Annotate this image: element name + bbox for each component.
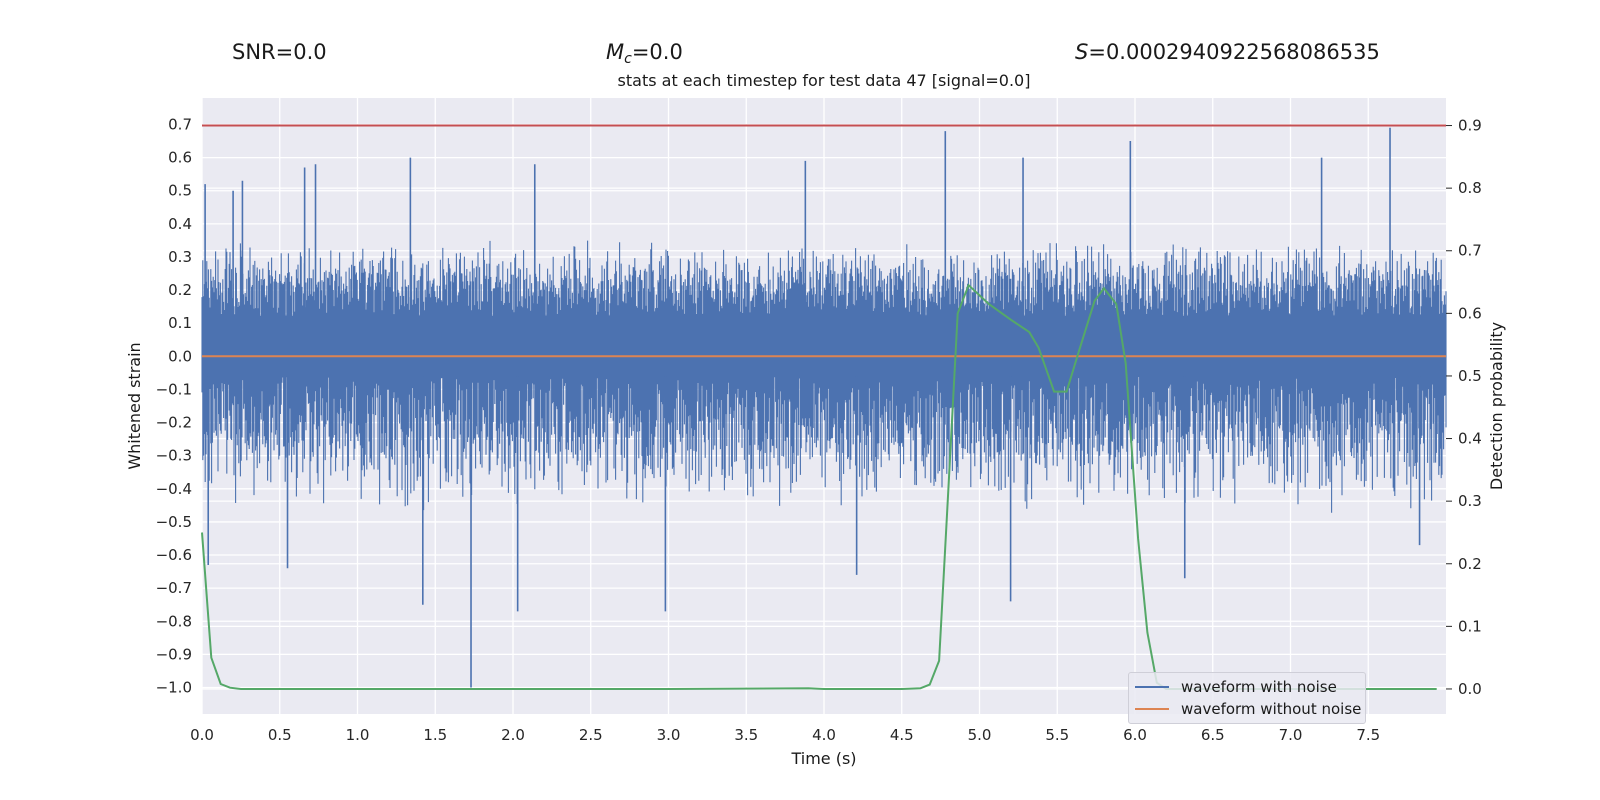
- y-tick-label: 0.1: [168, 314, 192, 332]
- y2-tick-label: 0.1: [1458, 617, 1482, 635]
- y-tick-label: 0.7: [168, 115, 192, 133]
- y-tick-label: −0.7: [156, 579, 192, 597]
- x-axis-label: Time (s): [790, 749, 856, 768]
- x-tick-label: 1.0: [346, 726, 370, 744]
- y-tick-label: −1.0: [156, 679, 192, 697]
- legend-item-without-noise: waveform without noise: [1135, 698, 1361, 720]
- x-tick-label: 4.0: [812, 726, 836, 744]
- y-tick-label: 0.2: [168, 281, 192, 299]
- x-tick-label: 4.5: [890, 726, 914, 744]
- noise-core-band: [202, 316, 1446, 377]
- chirp-mass-label: Mc=0.0: [606, 40, 683, 67]
- y-tick-label: −0.4: [156, 480, 192, 498]
- mc-symbol: M: [606, 40, 625, 64]
- y2-tick-label: 0.7: [1458, 242, 1482, 260]
- y-tick-label: 0.3: [168, 248, 192, 266]
- tick-labels: 0.0 0.5 1.0 1.5 2.0 2.5 3.0 3.5 4.0 4.5 5.0 5.5 6.0 6…: [156, 115, 1482, 744]
- y-tick-label: −0.6: [156, 546, 192, 564]
- y2-tick-label: 0.4: [1458, 430, 1482, 448]
- x-tick-label: 2.0: [501, 726, 525, 744]
- y2-tick-label: 0.9: [1458, 117, 1482, 135]
- x-tick-label: 7.0: [1279, 726, 1303, 744]
- s-symbol: S: [1075, 40, 1089, 64]
- legend-text-with-noise: waveform with noise: [1181, 678, 1337, 696]
- y-tick-label: 0.4: [168, 215, 192, 233]
- legend-text-without-noise: waveform without noise: [1181, 700, 1362, 718]
- y-tick-label: −0.9: [156, 645, 192, 663]
- legend-swatch-with-noise: [1135, 686, 1169, 688]
- y2-tick-label: 0.3: [1458, 492, 1482, 510]
- mc-subscript: c: [624, 51, 632, 67]
- y-tick-label: −0.5: [156, 513, 192, 531]
- stat-label: S=0.0002940922568086535: [1075, 40, 1380, 64]
- x-tick-label: 6.0: [1123, 726, 1147, 744]
- y-tick-label: 0.5: [168, 182, 192, 200]
- series-lines: [201, 124, 1446, 690]
- y2-tick-label: 0.2: [1458, 555, 1482, 573]
- x-tick-label: 3.0: [657, 726, 681, 744]
- y-tick-label: −0.2: [156, 414, 192, 432]
- x-tick-label: 5.0: [968, 726, 992, 744]
- s-value: =0.0002940922568086535: [1088, 40, 1380, 64]
- y-tick-label: 0.6: [168, 149, 192, 167]
- legend-item-with-noise: waveform with noise: [1135, 676, 1337, 698]
- detection-probability-line: [201, 283, 1437, 690]
- y2-tick-label: 0.6: [1458, 304, 1482, 322]
- y2-axis-label: Detection probability: [1487, 322, 1506, 490]
- snr-label: SNR=0.0: [232, 40, 327, 64]
- y2-tick-label: 0.8: [1458, 179, 1482, 197]
- y2-tick-label: 0.0: [1458, 680, 1482, 698]
- legend-swatch-without-noise: [1135, 708, 1169, 710]
- x-tick-label: 1.5: [423, 726, 447, 744]
- mc-value: =0.0: [631, 40, 683, 64]
- chart-title: stats at each timestep for test data 47 …: [617, 71, 1031, 90]
- legend: waveform with noise waveform without noi…: [1128, 672, 1366, 724]
- x-tick-label: 0.5: [268, 726, 292, 744]
- y-tick-label: −0.8: [156, 612, 192, 630]
- x-tick-label: 0.0: [190, 726, 214, 744]
- y-tick-label: 0.0: [168, 347, 192, 365]
- x-tick-label: 7.5: [1356, 726, 1380, 744]
- x-tick-label: 5.5: [1045, 726, 1069, 744]
- noise-waveform: [201, 127, 1447, 688]
- y-tick-label: −0.1: [156, 380, 192, 398]
- y2-tick-label: 0.5: [1458, 367, 1482, 385]
- y-axis-label: Whitened strain: [125, 342, 144, 469]
- x-tick-label: 6.5: [1201, 726, 1225, 744]
- y-tick-label: −0.3: [156, 447, 192, 465]
- x-tick-label: 2.5: [579, 726, 603, 744]
- x-tick-label: 3.5: [734, 726, 758, 744]
